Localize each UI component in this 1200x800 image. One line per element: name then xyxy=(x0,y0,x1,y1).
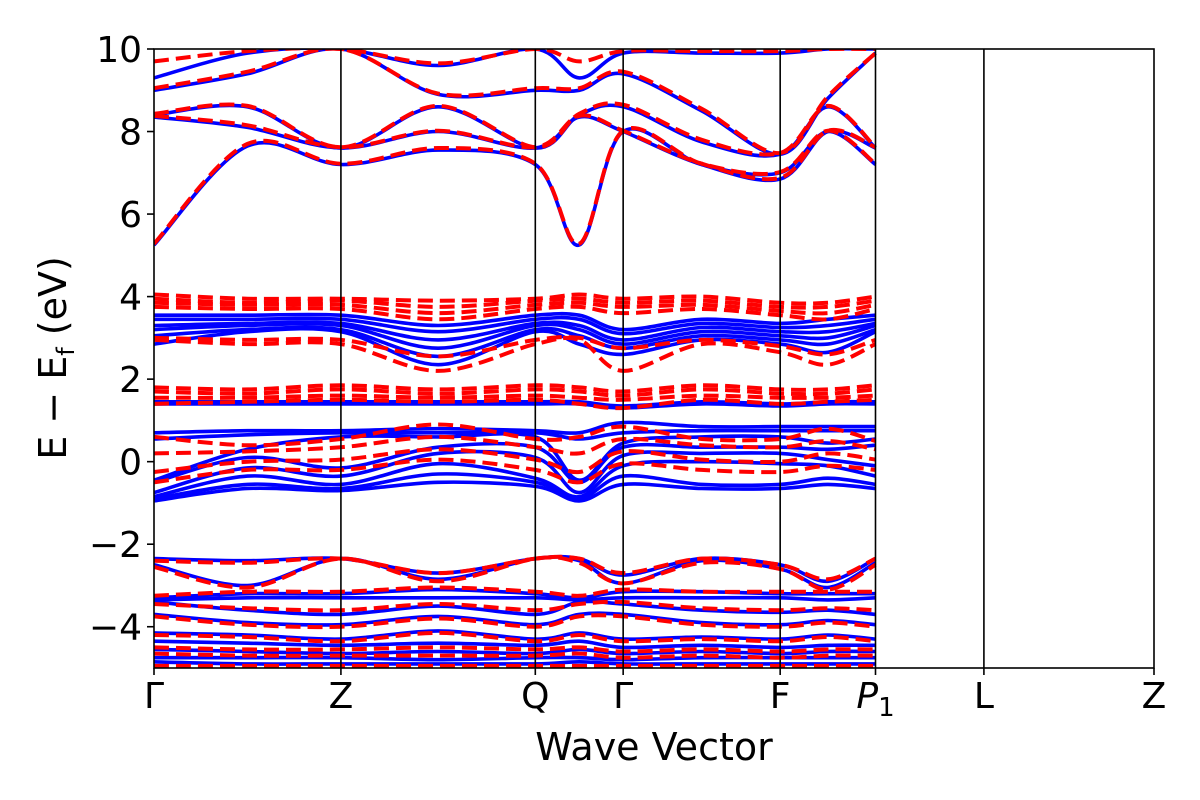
solid-band-line-13 xyxy=(154,420,876,435)
plot-frame xyxy=(153,48,1155,669)
dashed-band-line-5 xyxy=(154,292,876,306)
solid-band-line-1 xyxy=(154,114,877,183)
solid-band-line-20 xyxy=(154,480,876,503)
dashed-band-line-26 xyxy=(154,651,876,660)
x-tick-label: Z xyxy=(329,676,354,717)
solid-band-line-12 xyxy=(154,401,876,410)
dashed-band-line-15 xyxy=(154,422,877,448)
solid-band-line-8 xyxy=(154,321,876,350)
y-tick-label: 10 xyxy=(96,30,142,71)
solid-band-line-28 xyxy=(154,639,876,650)
dashed-band-line-4 xyxy=(154,49,876,66)
solid-band-line-27 xyxy=(154,629,876,642)
y-tick-label: 6 xyxy=(119,195,142,236)
solid-band-line-6 xyxy=(154,315,876,336)
y-tick-label: 2 xyxy=(119,360,142,401)
dashed-band-line-25 xyxy=(154,645,876,654)
dashed-band-line-12 xyxy=(154,387,876,398)
dashed-band-line-23 xyxy=(154,613,876,630)
dashed-band-line-22 xyxy=(154,599,876,613)
dashed-band-line-11 xyxy=(154,383,876,394)
dashed-band-line-24 xyxy=(154,630,876,644)
dashed-band-line-13 xyxy=(154,393,876,402)
dashed-band-line-18 xyxy=(154,457,876,485)
dashed-series xyxy=(154,49,877,668)
y-axis-ticks: −4 −2 0 2 4 6 8 10 xyxy=(89,30,154,649)
dashed-band-line-10 xyxy=(154,335,877,373)
x-tick-label: Γ xyxy=(144,676,164,717)
x-tick-label: Z xyxy=(1142,676,1167,717)
solid-series xyxy=(154,49,877,666)
x-tick-label: Q xyxy=(521,676,549,717)
solid-band-line-31 xyxy=(154,660,876,666)
y-axis-title-subscript: f xyxy=(52,347,80,356)
solid-band-line-29 xyxy=(154,647,876,656)
high-symmetry-lines xyxy=(340,49,985,668)
x-axis-ticks: Γ Z Q Γ F P1 L Z xyxy=(144,668,1166,723)
dashed-band-line-2 xyxy=(154,101,877,157)
x-tick-label: Γ xyxy=(613,676,633,717)
x-axis-title: Wave Vector xyxy=(535,725,773,769)
y-tick-label: 4 xyxy=(119,278,142,319)
dashed-band-line-1 xyxy=(154,113,877,182)
y-tick-label: −2 xyxy=(89,525,142,566)
y-axis-title: E − Ef (eV) xyxy=(31,256,80,460)
solid-band-line-24 xyxy=(154,595,876,602)
solid-band-line-23 xyxy=(154,587,876,600)
y-tick-label: −4 xyxy=(89,608,142,649)
y-axis-title-unit: (eV) xyxy=(31,256,75,347)
solid-band-line-4 xyxy=(154,49,876,80)
bands-layer xyxy=(154,49,877,668)
x-tick-label: L xyxy=(974,676,994,717)
dashed-band-line-14 xyxy=(154,397,876,411)
solid-band-line-15 xyxy=(154,431,876,482)
dashed-band-line-21 xyxy=(154,585,876,598)
x-tick-label: P1 xyxy=(856,676,894,723)
dashed-band-line-9 xyxy=(154,335,877,359)
solid-band-line-5 xyxy=(154,311,876,332)
dashed-band-line-3 xyxy=(154,49,877,156)
dashed-band-line-17 xyxy=(154,447,876,475)
dashed-band-line-6 xyxy=(154,296,876,310)
y-axis-title-main: E − E xyxy=(31,356,75,460)
y-tick-label: 0 xyxy=(119,443,142,484)
solid-band-line-25 xyxy=(154,599,876,617)
solid-band-line-17 xyxy=(154,449,876,495)
dashed-band-line-19 xyxy=(154,554,877,582)
x-tick-label: F xyxy=(770,676,791,717)
solid-band-line-16 xyxy=(154,441,876,485)
dashed-band-line-8 xyxy=(154,304,876,322)
dashed-band-line-7 xyxy=(154,300,876,316)
y-tick-label: 8 xyxy=(119,113,142,154)
dashed-band-line-16 xyxy=(154,434,876,456)
